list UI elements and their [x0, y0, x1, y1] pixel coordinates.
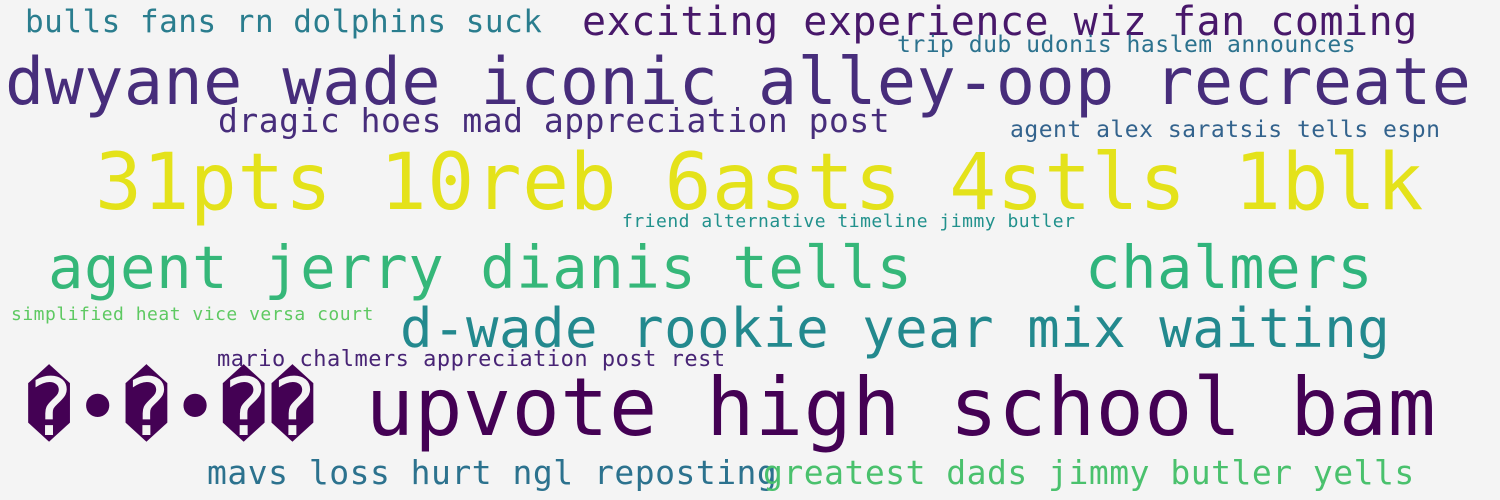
phrase-trip-dub: trip dub udonis haslem announces — [897, 32, 1357, 58]
phrase-dwyane-wade: dwyane wade iconic alley-oop recreate — [5, 45, 1472, 120]
phrase-mavs-loss: mavs loss hurt ngl reposting — [207, 453, 778, 492]
phrase-simplified-heat: simplified heat vice versa court — [11, 304, 374, 325]
phrase-mario-chalmers: mario chalmers appreciation post rest — [217, 347, 726, 372]
phrase-dragic: dragic hoes mad appreciation post — [218, 101, 891, 140]
phrase-friend-alternative: friend alternative timeline jimmy butler — [622, 211, 1076, 232]
phrase-dwade-rookie: d-wade rookie year mix waiting — [400, 297, 1391, 360]
phrase-chalmers: chalmers — [1085, 233, 1374, 302]
phrase-upvote-high-school: �•�•�� upvote high school bam — [25, 361, 1437, 454]
phrase-agent-jerry: agent jerry dianis tells — [48, 233, 913, 302]
phrase-greatest-dads: greatest dads jimmy butler yells — [763, 453, 1415, 492]
phrase-stat-line: 31pts 10reb 6asts 4stls 1blk — [95, 138, 1424, 228]
phrase-agent-alex: agent alex saratsis tells espn — [1010, 117, 1441, 143]
phrase-bulls-fans: bulls fans rn dolphins suck — [25, 4, 543, 40]
phrase-exciting-experience: exciting experience wiz fan coming — [582, 0, 1418, 45]
